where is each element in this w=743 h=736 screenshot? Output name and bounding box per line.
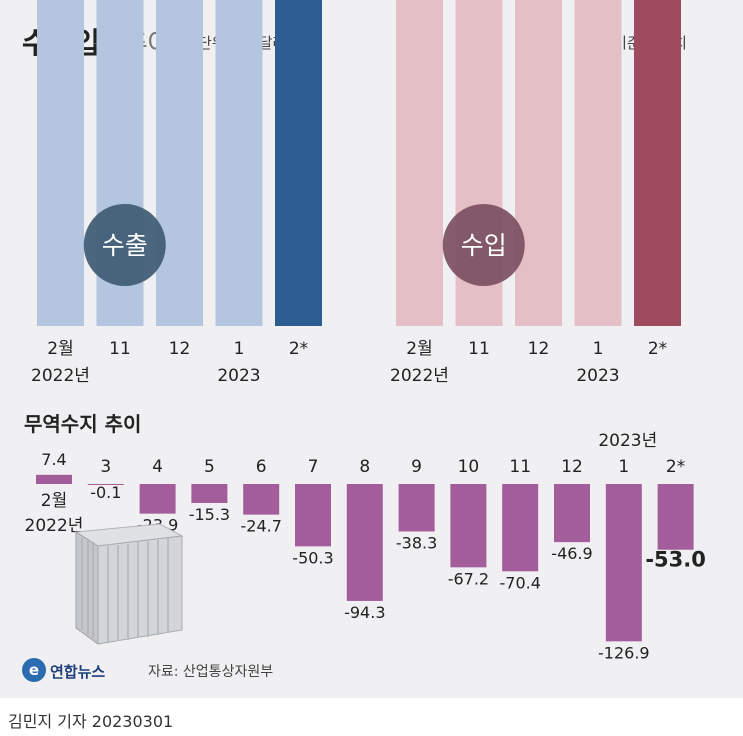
byline: 김민지 기자 20230301: [8, 712, 174, 731]
export-category-label: 11: [109, 339, 131, 359]
export-bar: [215, 0, 263, 327]
balance-value-label: 7.4: [41, 450, 66, 469]
balance-bar: [554, 484, 590, 543]
balance-value-label: -126.9: [598, 643, 650, 662]
export-category-label: 2*: [289, 339, 308, 359]
import-bar: [515, 0, 562, 327]
balance-category-label: 8: [359, 457, 370, 477]
balance-value-label: -46.9: [551, 544, 592, 563]
balance-bar: [657, 484, 694, 550]
balance-category-label: 9: [411, 457, 422, 477]
balance-value-label: -50.3: [292, 548, 333, 567]
export-category-label: 2월: [47, 339, 73, 359]
logo-icon: e: [22, 658, 46, 682]
balance-bar: [87, 484, 124, 485]
export-bar: [37, 0, 84, 326]
balance-category-label: 11: [509, 457, 531, 477]
balance-bar: [398, 484, 435, 532]
export-badge-label: 수출: [102, 231, 148, 260]
balance-bar: [139, 484, 176, 514]
balance-bar: [605, 484, 642, 642]
balance-category-label: 2월: [41, 491, 67, 511]
import-category-label: 1: [593, 339, 604, 359]
import-badge: [442, 204, 525, 286]
balance-value-label: -70.4: [499, 573, 540, 592]
balance-category-label: 7: [308, 457, 319, 477]
balance-category-label: 10: [458, 457, 480, 477]
balance-value-label: -24.7: [240, 517, 281, 536]
export-badge: [83, 204, 166, 286]
balance-year-start-label: 2022년: [25, 516, 84, 536]
export-category-label: 1: [234, 339, 245, 359]
export-period-label: 2023: [217, 366, 260, 386]
balance-bar: [346, 484, 383, 601]
balance-bar: [450, 484, 487, 568]
balance-bar: [36, 474, 72, 484]
import-badge-label: 수입: [461, 231, 507, 260]
balance-chart-title: 무역수지 추이: [24, 412, 142, 436]
balance-bar: [295, 484, 331, 547]
balance-year-end-label: 2023년: [598, 431, 657, 451]
import-bar: [634, 0, 681, 326]
export-bar: [156, 0, 203, 326]
balance-bar: [191, 484, 228, 503]
shipping-container-icon: [74, 523, 184, 645]
export-period-label: 2022년: [31, 366, 90, 386]
balance-category-label: 2*: [666, 457, 685, 477]
balance-category-label: 4: [152, 457, 163, 477]
import-category-label: 11: [468, 339, 490, 359]
balance-value-label: -38.3: [396, 533, 437, 552]
import-category-label: 12: [528, 339, 550, 359]
import-category-label: 2*: [648, 339, 667, 359]
balance-value-label: -15.3: [189, 505, 230, 524]
import-period-label: 2023: [576, 366, 619, 386]
balance-category-label: 12: [561, 457, 583, 477]
import-category-label: 2월: [406, 339, 432, 359]
balance-category-label: 1: [618, 457, 629, 477]
import-period-label: 2022년: [390, 366, 449, 386]
import-bar: [574, 0, 622, 326]
import-bar: [396, 0, 443, 326]
balance-value-label: -67.2: [448, 569, 489, 588]
logo-text: 연합뉴스: [50, 663, 106, 681]
export-category-label: 12: [169, 339, 191, 359]
balance-value-label: -0.1: [90, 483, 121, 502]
balance-category-label: 6: [256, 457, 267, 477]
balance-category-label: 5: [204, 457, 215, 477]
export-bar: [275, 0, 322, 326]
balance-bar: [243, 484, 280, 515]
balance-value-label: -94.3: [344, 603, 385, 622]
balance-value-label: -53.0: [645, 548, 706, 572]
balance-bar: [502, 484, 539, 572]
source-label: 자료: 산업통상자원부: [148, 664, 274, 680]
balance-category-label: 3: [100, 457, 111, 477]
